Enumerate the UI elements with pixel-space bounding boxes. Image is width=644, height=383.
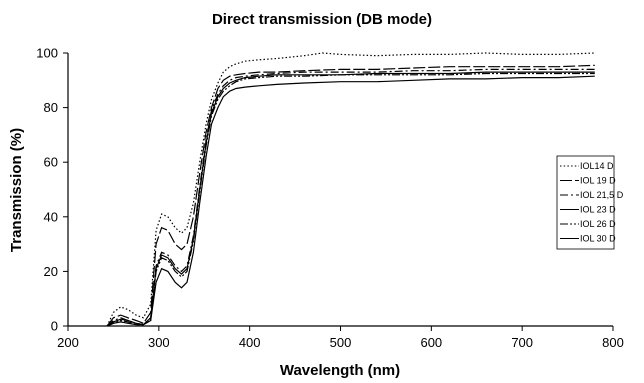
x-tick-label: 500 — [330, 335, 352, 350]
y-tick-label: 80 — [44, 100, 58, 115]
x-tick-label: 800 — [602, 335, 624, 350]
y-tick-label: 60 — [44, 155, 58, 170]
legend-label: IOL 26 D — [580, 219, 616, 229]
legend-box — [556, 155, 615, 250]
legend-label: IOL 30 D — [580, 234, 616, 244]
series-line-0 — [106, 52, 595, 327]
y-tick-label: 100 — [36, 46, 58, 61]
series-line-3 — [106, 71, 595, 327]
legend-label: IOL14 D — [580, 161, 614, 171]
y-tick-label: 40 — [44, 209, 58, 224]
legend-label: IOL 19 D — [580, 176, 616, 186]
y-axis-label: Transmission (%) — [8, 128, 25, 252]
series-line-5 — [106, 75, 595, 327]
x-tick-label: 300 — [148, 335, 170, 350]
y-tick-label: 0 — [51, 319, 58, 334]
x-tick-label: 200 — [57, 335, 79, 350]
series-line-4 — [106, 72, 595, 327]
x-axis-label: Wavelength (nm) — [280, 362, 400, 379]
chart-title: Direct transmission (DB mode) — [212, 11, 432, 28]
legend: IOL14 D IOL 19 D IOL 21,5 D IOL 23 D IOL 26 … — [556, 155, 624, 250]
axes: 200 300 400 500 600 700 800 0 20 40 60 80 100 — [36, 46, 624, 351]
legend-label: IOL 21,5 D — [580, 190, 624, 200]
legend-label: IOL 23 D — [580, 205, 616, 215]
x-tick-label: 600 — [420, 335, 442, 350]
x-tick-label: 700 — [511, 335, 533, 350]
y-tick-label: 20 — [44, 264, 58, 279]
series-line-2 — [106, 68, 595, 327]
series-line-1 — [106, 64, 595, 327]
series-lines — [106, 52, 595, 327]
x-tick-label: 400 — [239, 335, 261, 350]
